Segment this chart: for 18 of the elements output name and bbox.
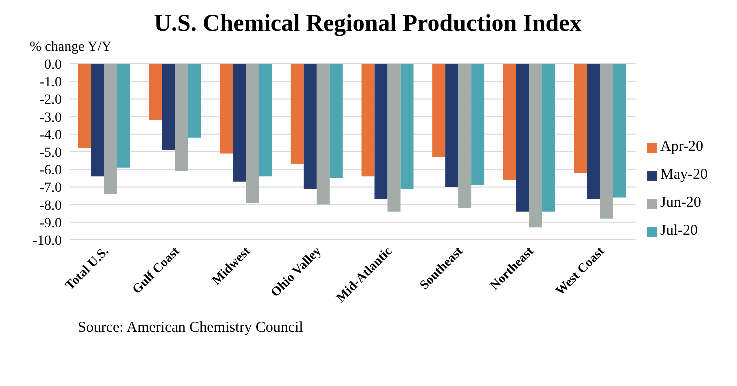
legend-label: Jul-20 xyxy=(660,223,698,239)
source-note: Source: American Chemistry Council xyxy=(77,320,304,337)
y-tick-label: -6.0 xyxy=(40,164,62,179)
y-tick-label: -5.0 xyxy=(40,146,62,161)
legend-label: Jun-20 xyxy=(660,195,702,211)
y-tick-label: 0.0 xyxy=(44,58,62,73)
y-axis-title: % change Y/Y xyxy=(29,40,113,57)
y-tick-label: -8.0 xyxy=(40,198,62,214)
y-tick-label: -9.0 xyxy=(40,216,62,232)
y-tick-label: -7.0 xyxy=(40,181,62,196)
y-tick-label: -1.0 xyxy=(40,76,62,91)
y-tick-label: -4.0 xyxy=(40,128,62,144)
y-tick-label: -10.0 xyxy=(32,234,62,249)
y-tick-label: -2.0 xyxy=(40,93,62,108)
y-tick-label: -3.0 xyxy=(40,110,62,126)
legend-label: May-20 xyxy=(660,167,708,183)
chart-title: U.S. Chemical Regional Production Index xyxy=(153,10,583,39)
legend-label: Apr-20 xyxy=(660,139,704,155)
